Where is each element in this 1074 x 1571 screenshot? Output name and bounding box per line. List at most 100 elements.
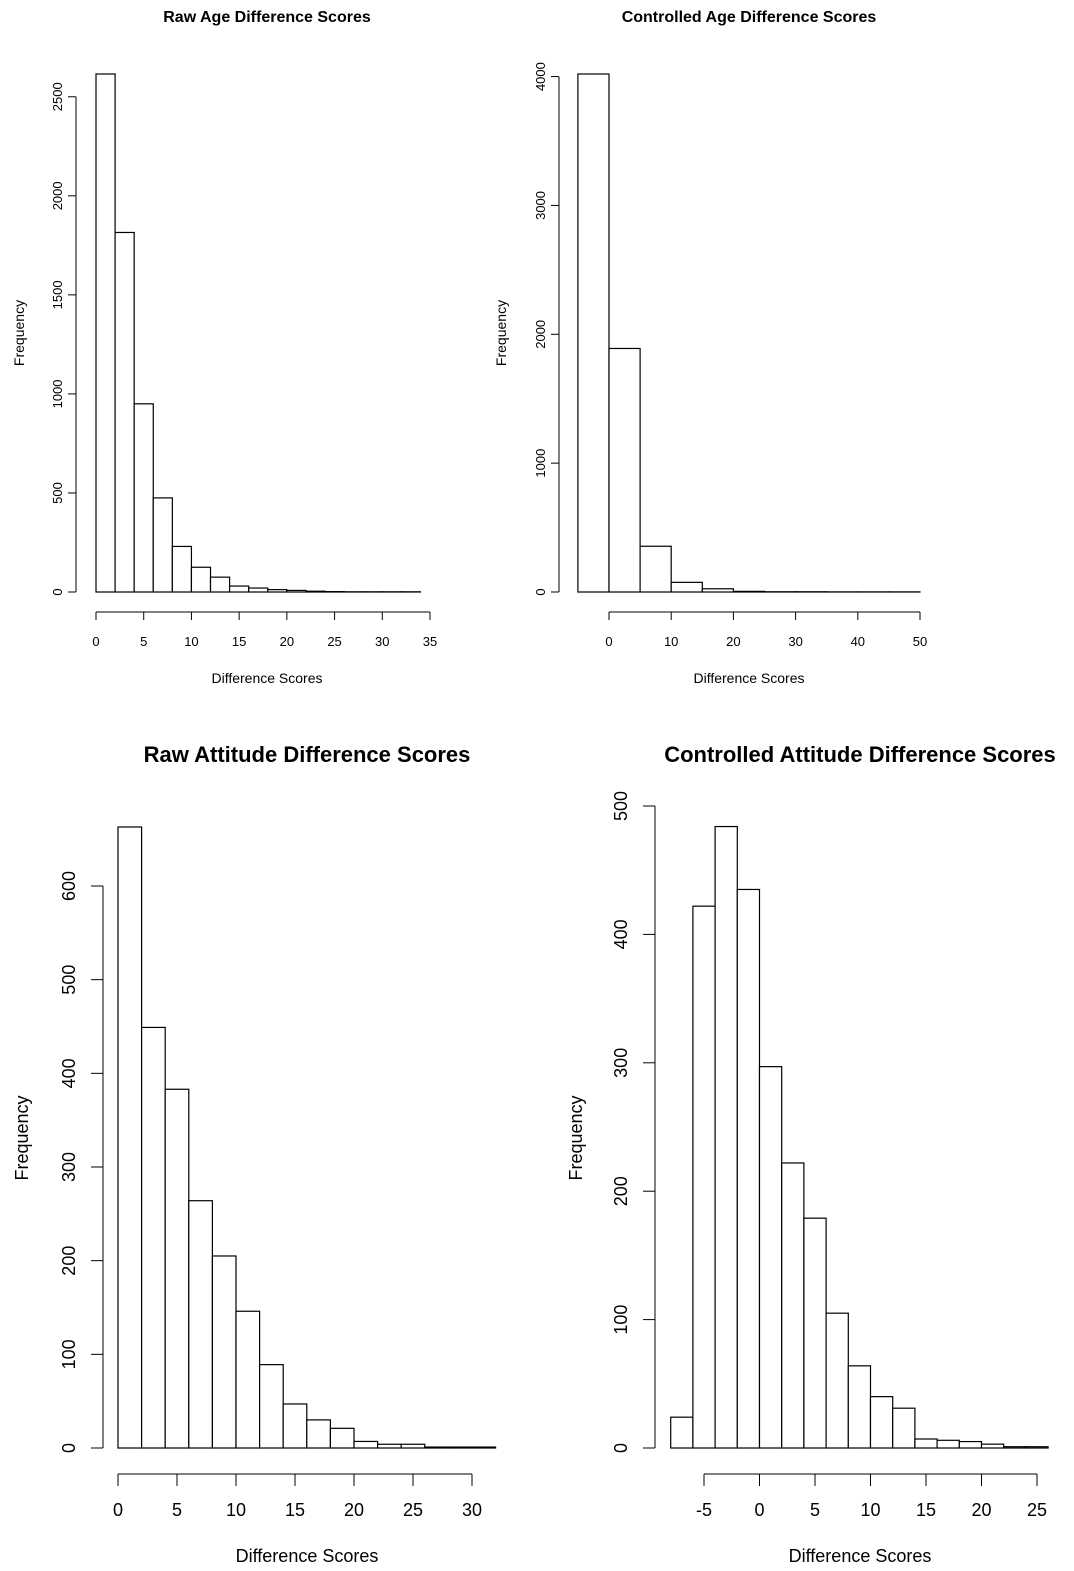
chart-title: Controlled Age Difference Scores xyxy=(622,9,877,26)
histogram-bar xyxy=(847,1365,872,1449)
histogram-bar xyxy=(305,590,326,593)
y-tick-label: 0 xyxy=(59,1443,79,1453)
y-tick-label: 4000 xyxy=(533,62,548,91)
histogram-bar xyxy=(286,589,307,593)
histogram-bar xyxy=(670,581,703,593)
x-tick-label: 30 xyxy=(375,634,389,649)
x-tick-label: 15 xyxy=(916,1500,936,1520)
histogram-bar xyxy=(400,1443,426,1449)
y-tick-label: 0 xyxy=(533,588,548,595)
histogram-bar xyxy=(95,73,116,593)
chart-title: Raw Age Difference Scores xyxy=(163,9,371,26)
histogram-bar xyxy=(577,73,610,593)
y-tick-label: 500 xyxy=(59,965,79,995)
y-tick-label: 400 xyxy=(611,919,631,949)
histogram-bar xyxy=(117,826,143,1449)
x-tick-label: 0 xyxy=(113,1500,123,1520)
x-tick-label: 10 xyxy=(664,634,678,649)
y-axis-label: Frequency xyxy=(11,300,27,366)
histogram-bar xyxy=(164,1088,190,1449)
x-tick-label: 0 xyxy=(605,634,612,649)
histogram-bar xyxy=(282,1403,308,1449)
histogram-bar xyxy=(869,1396,894,1449)
histogram-bar xyxy=(825,1312,849,1449)
y-tick-label: 1000 xyxy=(533,449,548,478)
x-tick-label: 5 xyxy=(140,634,147,649)
histogram-bar xyxy=(209,576,231,593)
histogram-bar xyxy=(958,1440,983,1449)
x-tick-label: -5 xyxy=(696,1500,712,1520)
x-tick-label: 20 xyxy=(344,1500,364,1520)
x-axis-label: Difference Scores xyxy=(211,670,322,686)
histogram-bar xyxy=(424,1446,449,1449)
histogram-bar xyxy=(114,231,135,593)
y-tick-label: 400 xyxy=(59,1058,79,1088)
histogram-bar xyxy=(235,1310,261,1449)
y-tick-label: 600 xyxy=(59,871,79,901)
x-tick-label: 30 xyxy=(462,1500,482,1520)
histogram-bar xyxy=(639,545,672,593)
x-tick-label: 15 xyxy=(285,1500,305,1520)
histogram-bar xyxy=(152,497,173,593)
histogram-bar xyxy=(377,1443,402,1449)
histogram-bar xyxy=(670,1416,694,1449)
x-tick-label: 10 xyxy=(860,1500,880,1520)
histogram-bar xyxy=(171,545,193,593)
histogram-bar xyxy=(736,888,761,1449)
x-axis-label: Difference Scores xyxy=(236,1546,379,1566)
x-tick-label: 40 xyxy=(851,634,865,649)
x-tick-label: 0 xyxy=(92,634,99,649)
histogram-bar xyxy=(229,585,250,593)
histogram-bar xyxy=(936,1439,960,1449)
histogram-bar xyxy=(701,588,734,593)
histogram-bar xyxy=(980,1443,1005,1449)
y-tick-label: 2000 xyxy=(533,320,548,349)
histogram-bar xyxy=(1003,1446,1027,1449)
chart-2: Controlled Age Difference Scores 0 10 20 30 4… xyxy=(493,9,927,686)
x-tick-label: 10 xyxy=(184,634,198,649)
histogram-bar xyxy=(732,590,766,593)
histogram-bar xyxy=(306,1419,331,1449)
y-tick-label: 2500 xyxy=(50,82,65,111)
x-tick-label: 20 xyxy=(971,1500,991,1520)
chart-title: Controlled Attitude Difference Scores xyxy=(664,742,1056,767)
histogram-bar xyxy=(914,1438,938,1449)
y-axis-label: Frequency xyxy=(12,1095,32,1180)
y-tick-label: 300 xyxy=(59,1152,79,1182)
chart-1: Raw Age Difference Scores 0 5 10 15 20 25 30 35 0… xyxy=(11,9,437,686)
x-tick-label: 10 xyxy=(226,1500,246,1520)
y-axis-label: Frequency xyxy=(493,300,509,366)
y-tick-label: 500 xyxy=(50,482,65,504)
x-tick-label: 30 xyxy=(788,634,802,649)
histogram-bar xyxy=(259,1364,284,1449)
histogram-bar xyxy=(141,1026,166,1449)
y-tick-label: 3000 xyxy=(533,191,548,220)
histogram-bar xyxy=(211,1255,237,1449)
histogram-bar xyxy=(188,1200,214,1449)
histogram-bar xyxy=(892,1407,916,1449)
histogram-bar xyxy=(329,1427,355,1449)
y-tick-label: 0 xyxy=(611,1443,631,1453)
y-tick-label: 100 xyxy=(59,1339,79,1369)
x-tick-label: 0 xyxy=(754,1500,764,1520)
histogram-bar xyxy=(248,587,269,593)
histogram-bar xyxy=(608,347,641,593)
histogram-bar xyxy=(267,589,288,593)
chart-title: Raw Attitude Difference Scores xyxy=(144,742,471,767)
y-tick-label: 1500 xyxy=(50,280,65,309)
histogram-bar xyxy=(781,1162,805,1449)
y-tick-label: 2000 xyxy=(50,181,65,210)
histogram-bar xyxy=(1025,1446,1049,1449)
histogram-bar xyxy=(447,1446,473,1449)
y-tick-label: 300 xyxy=(611,1048,631,1078)
histogram-bar xyxy=(803,1217,827,1449)
histogram-bar xyxy=(758,1066,783,1449)
x-tick-label: 35 xyxy=(423,634,437,649)
y-tick-label: 1000 xyxy=(50,379,65,408)
x-tick-label: 15 xyxy=(232,634,246,649)
x-tick-label: 20 xyxy=(726,634,740,649)
y-tick-label: 200 xyxy=(59,1246,79,1276)
y-tick-label: 200 xyxy=(611,1176,631,1206)
x-tick-label: 25 xyxy=(1027,1500,1047,1520)
